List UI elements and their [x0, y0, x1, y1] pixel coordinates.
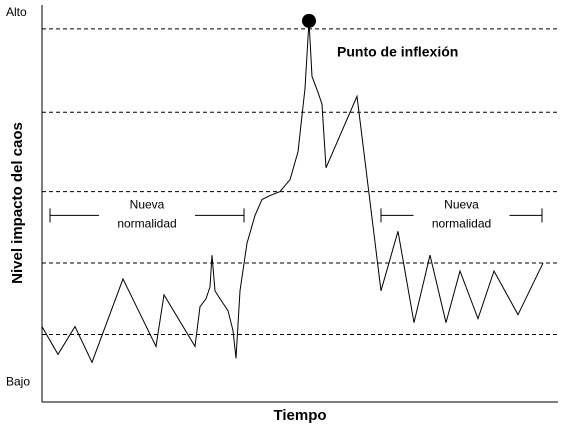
range-label: normalidad: [432, 217, 491, 231]
x-axis-label: Tiempo: [273, 407, 326, 424]
range-label: normalidad: [117, 217, 176, 231]
annotation: Punto de inflexión: [337, 44, 458, 60]
range-label: Nueva: [444, 198, 479, 212]
range-label: Nueva: [130, 198, 165, 212]
y-tick-label: Alto: [6, 5, 27, 19]
highlight-point: [302, 13, 316, 28]
line: [41, 20, 544, 364]
y-tick-label: Bajo: [6, 374, 30, 388]
y-axis-label: Nivel impacto del caos: [9, 122, 26, 284]
